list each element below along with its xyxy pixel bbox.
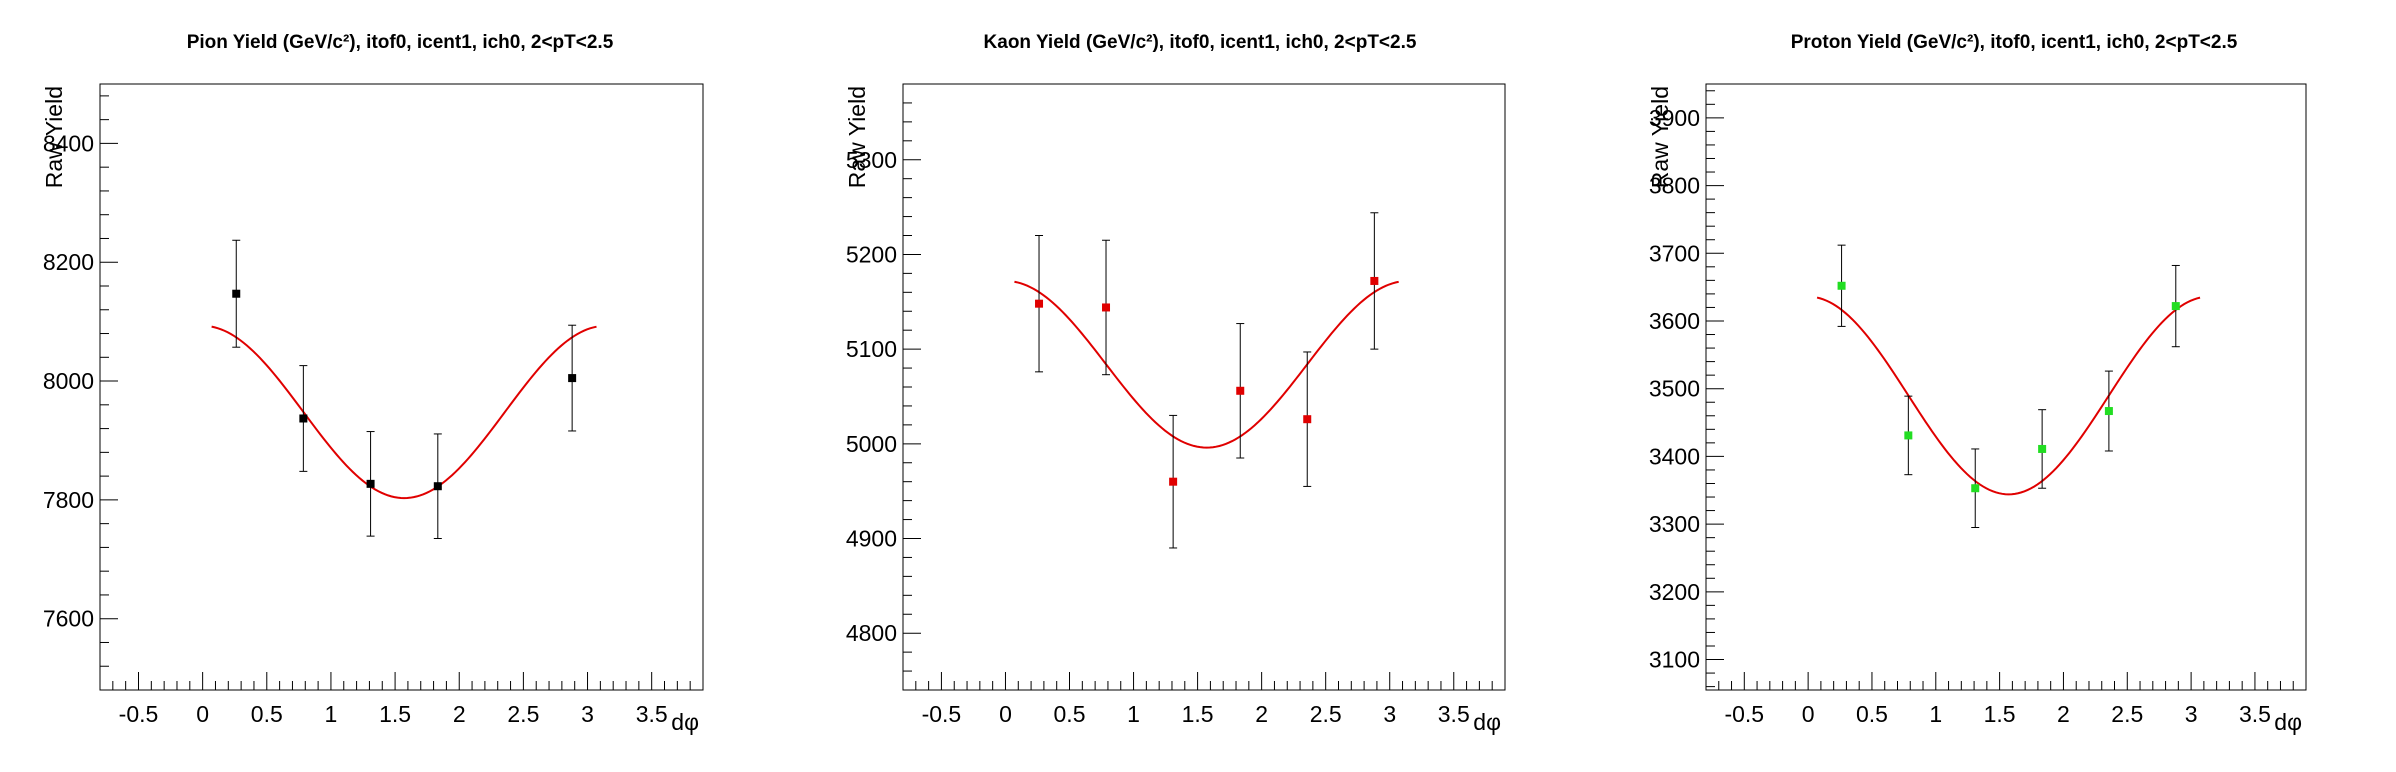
plot-frame: [902, 83, 1506, 691]
y-tick-label: 3400: [1649, 443, 1700, 469]
x-tick-label: -0.5: [922, 701, 962, 727]
x-tick-label: 1.5: [1984, 701, 2016, 727]
y-tick-label: 3500: [1649, 376, 1700, 402]
x-tick-label: 1: [325, 701, 338, 727]
chart-panel-0: Pion Yield (GeV/c²), itof0, icent1, ich0…: [41, 32, 704, 735]
x-tick-label: 1: [1127, 701, 1140, 727]
y-tick-label: 3700: [1649, 240, 1700, 266]
y-tick-label: 4900: [846, 526, 897, 552]
x-tick-label: 0: [999, 701, 1012, 727]
fit-curve: [1014, 280, 1399, 449]
y-tick-label: 3800: [1649, 173, 1700, 199]
x-tick-label: 1: [1929, 701, 1942, 727]
x-axis-label: dφ: [1473, 709, 1501, 735]
x-tick-label: 0: [1802, 701, 1815, 727]
data-point: [232, 289, 241, 298]
x-tick-label: 2: [2057, 701, 2070, 727]
x-tick-label: 1.5: [379, 701, 411, 727]
data-point: [1303, 415, 1312, 424]
fit-curve: [211, 325, 597, 500]
y-tick-label: 3900: [1649, 105, 1700, 131]
y-tick-label: 8200: [43, 249, 94, 275]
y-tick-label: 3100: [1649, 647, 1700, 673]
data-point: [1035, 299, 1044, 308]
y-tick-label: 8400: [43, 130, 94, 156]
x-tick-label: 3: [581, 701, 594, 727]
y-tick-label: 8000: [43, 368, 94, 394]
x-tick-label: 0.5: [1054, 701, 1086, 727]
x-tick-label: 3.5: [2239, 701, 2271, 727]
y-tick-label: 4800: [846, 620, 897, 646]
y-axis-label: Raw Yield: [844, 86, 870, 188]
x-tick-label: 2.5: [507, 701, 539, 727]
data-point: [299, 414, 308, 423]
x-tick-label: -0.5: [119, 701, 159, 727]
x-tick-label: 2: [453, 701, 466, 727]
data-point: [433, 482, 442, 491]
fit-curve: [1816, 296, 2201, 496]
y-tick-label: 5000: [846, 431, 897, 457]
chart-title: Proton Yield (GeV/c²), itof0, icent1, ic…: [1791, 32, 2238, 53]
data-point: [1236, 386, 1245, 395]
x-tick-label: 3.5: [1438, 701, 1470, 727]
data-point: [1169, 477, 1178, 486]
plot-frame: [1705, 83, 2307, 691]
x-tick-label: 3.5: [636, 701, 668, 727]
chart-panel-2: Proton Yield (GeV/c²), itof0, icent1, ic…: [1647, 32, 2307, 735]
x-tick-label: 3: [2185, 701, 2198, 727]
data-point: [1904, 431, 1913, 440]
y-axis-label: Raw Yield: [1647, 86, 1673, 188]
x-tick-label: 0.5: [1856, 701, 1888, 727]
data-point: [1370, 276, 1379, 285]
x-tick-label: -0.5: [1724, 701, 1764, 727]
x-tick-label: 3: [1383, 701, 1396, 727]
x-tick-label: 2.5: [1310, 701, 1342, 727]
plot-frame: [99, 83, 704, 691]
y-tick-label: 5200: [846, 241, 897, 267]
chart-panel-1: Kaon Yield (GeV/c²), itof0, icent1, ich0…: [844, 32, 1506, 735]
x-tick-label: 2.5: [2111, 701, 2143, 727]
y-tick-label: 5300: [846, 147, 897, 173]
y-tick-label: 3300: [1649, 511, 1700, 537]
data-point: [1102, 303, 1111, 312]
y-tick-label: 3600: [1649, 308, 1700, 334]
x-tick-label: 0.5: [251, 701, 283, 727]
y-tick-label: 7600: [43, 606, 94, 632]
chart-title: Kaon Yield (GeV/c²), itof0, icent1, ich0…: [984, 32, 1417, 53]
y-tick-label: 7800: [43, 487, 94, 513]
data-point: [2038, 444, 2047, 453]
y-tick-label: 3200: [1649, 579, 1700, 605]
chart-title: Pion Yield (GeV/c²), itof0, icent1, ich0…: [187, 32, 614, 53]
y-axis-label: Raw Yield: [41, 86, 67, 188]
x-axis-label: dφ: [2274, 709, 2302, 735]
y-tick-label: 5100: [846, 336, 897, 362]
x-tick-label: 2: [1255, 701, 1268, 727]
data-point: [1837, 281, 1846, 290]
data-point: [2104, 407, 2113, 416]
data-point: [568, 374, 577, 383]
data-point: [1971, 484, 1980, 493]
data-point: [366, 479, 375, 488]
data-point: [2171, 302, 2180, 311]
x-axis-label: dφ: [671, 709, 699, 735]
x-tick-label: 1.5: [1182, 701, 1214, 727]
x-tick-label: 0: [196, 701, 209, 727]
